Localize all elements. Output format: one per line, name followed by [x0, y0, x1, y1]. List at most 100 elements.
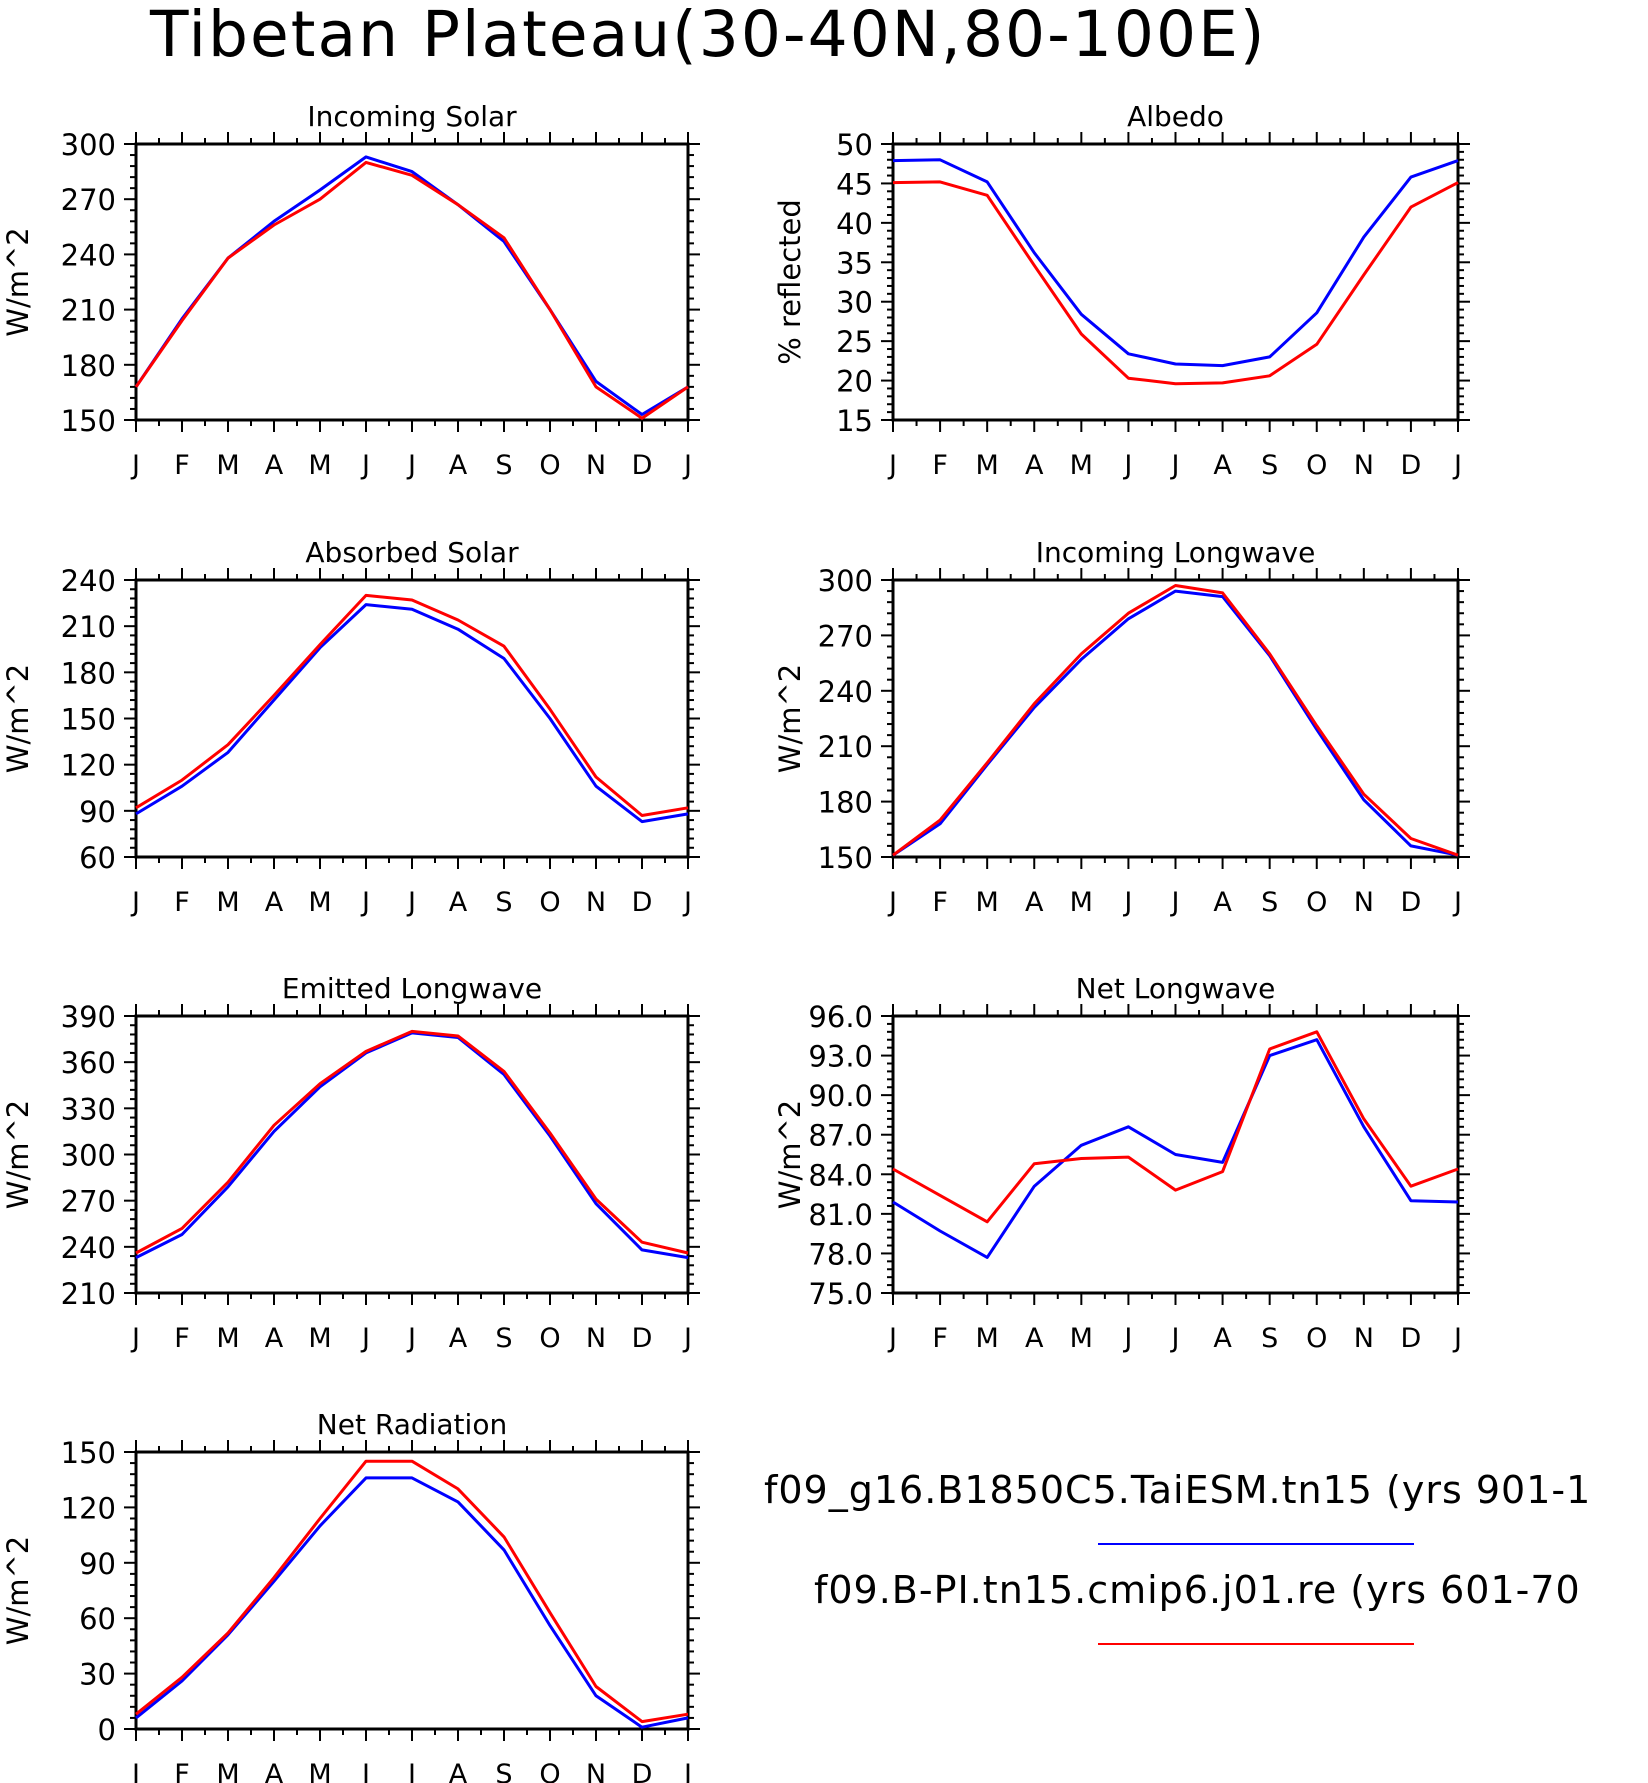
x-tick-label: M — [216, 1323, 239, 1354]
y-tick-label: 150 — [61, 1436, 116, 1470]
y-axis-label: W/m^2 — [1, 664, 35, 773]
y-tick-label: 90 — [79, 795, 116, 829]
x-tick-label: N — [586, 1323, 606, 1354]
x-tick-label: M — [216, 450, 239, 481]
x-tick-label: J — [1122, 450, 1132, 481]
y-tick-label: 150 — [61, 703, 116, 737]
x-tick-label: J — [1170, 887, 1180, 918]
y-tick-label: 96.0 — [808, 1000, 873, 1034]
y-tick-label: 87.0 — [808, 1119, 873, 1153]
y-tick-label: 240 — [61, 1231, 116, 1265]
y-tick-label: 120 — [61, 749, 116, 783]
y-tick-label: 210 — [818, 730, 873, 764]
plot-frame — [134, 142, 690, 422]
x-tick-label: J — [682, 1323, 692, 1354]
y-axis-label: % reflected — [773, 199, 807, 365]
x-tick-label: D — [1401, 1323, 1422, 1354]
x-tick-label: M — [308, 887, 331, 918]
y-tick-label: 240 — [61, 564, 116, 598]
series-line-2 — [892, 584, 1459, 857]
x-tick-label: J — [1122, 1323, 1132, 1354]
x-tick-label: N — [586, 887, 606, 918]
y-tick-label: 390 — [61, 1000, 116, 1034]
y-tick-label: 25 — [836, 325, 873, 359]
x-tick-label: O — [1306, 450, 1327, 481]
x-tick-label: O — [1306, 887, 1327, 918]
x-tick-label: A — [449, 887, 468, 918]
chart-panel-5: J F M A M J J A S O N D J210240270300330360390Emitte… — [1, 972, 700, 1354]
x-tick-label: J — [887, 450, 897, 481]
x-tick-label: M — [976, 1323, 999, 1354]
panel-title: Net Radiation — [317, 1408, 507, 1441]
series-line-2 — [135, 1459, 689, 1724]
panel-title: Emitted Longwave — [282, 972, 542, 1005]
x-tick-label: J — [130, 1759, 140, 1783]
x-tick-label: A — [449, 450, 468, 481]
chart-panel-3: J F M A M J J A S O N D J6090120150180210240Absorbed… — [1, 536, 700, 918]
x-tick-label: S — [495, 450, 512, 481]
y-tick-label: 360 — [61, 1046, 116, 1080]
x-tick-label: M — [1070, 450, 1093, 481]
series-line-2 — [892, 180, 1459, 386]
y-tick-label: 60 — [79, 841, 116, 875]
chart-panel-4: J F M A M J J A S O N D J150180210240270300Incoming … — [773, 536, 1470, 918]
y-tick-label: 35 — [836, 246, 873, 280]
y-tick-label: 300 — [818, 564, 873, 598]
x-tick-label: J — [406, 1323, 416, 1354]
legend-label-series2: f09.B-PI.tn15.cmip6.j01.re (yrs 601-70 — [814, 1568, 1581, 1612]
x-tick-label: J — [1170, 450, 1180, 481]
y-tick-label: 210 — [61, 1277, 116, 1311]
y-tick-label: 81.0 — [808, 1198, 873, 1232]
y-tick-label: 300 — [61, 1139, 116, 1173]
y-axis-label: W/m^2 — [1, 1100, 35, 1209]
x-tick-label: S — [1261, 450, 1278, 481]
legend-swatch-series2 — [1098, 1643, 1414, 1645]
plot-frame — [134, 578, 690, 859]
x-tick-label: S — [1261, 887, 1278, 918]
x-tick-label: N — [1354, 1323, 1374, 1354]
legend-label-series1: f09_g16.B1850C5.TaiESM.tn15 (yrs 901-1 — [764, 1468, 1592, 1512]
y-tick-label: 60 — [79, 1602, 116, 1636]
y-tick-label: 75.0 — [808, 1277, 873, 1311]
x-tick-label: F — [174, 1759, 190, 1783]
x-tick-label: A — [265, 887, 284, 918]
x-tick-label: A — [265, 1323, 284, 1354]
y-tick-label: 240 — [818, 675, 873, 709]
x-tick-label: S — [495, 1759, 512, 1783]
x-tick-label: M — [308, 1759, 331, 1783]
x-tick-label: O — [1306, 1323, 1327, 1354]
x-tick-label: S — [495, 887, 512, 918]
y-tick-label: 84.0 — [808, 1158, 873, 1192]
y-tick-label: 150 — [61, 404, 116, 438]
x-tick-label: J — [887, 1323, 897, 1354]
y-tick-label: 210 — [61, 610, 116, 644]
figure-title: Tibetan Plateau(30-40N,80-100E) — [150, 0, 1267, 71]
x-tick-label: A — [265, 450, 284, 481]
y-tick-label: 300 — [61, 128, 116, 162]
series-line-1 — [135, 603, 689, 824]
x-tick-label: J — [1452, 887, 1462, 918]
y-tick-label: 93.0 — [808, 1040, 873, 1074]
x-tick-label: A — [1025, 1323, 1044, 1354]
x-tick-label: M — [976, 450, 999, 481]
x-tick-label: F — [174, 887, 190, 918]
series-line-2 — [135, 593, 689, 817]
x-tick-label: D — [632, 887, 653, 918]
series-line-1 — [135, 1031, 689, 1260]
y-tick-label: 15 — [836, 404, 873, 438]
y-tick-label: 180 — [61, 656, 116, 690]
x-tick-label: J — [1170, 1323, 1180, 1354]
y-tick-label: 180 — [61, 349, 116, 383]
x-tick-label: A — [449, 1323, 468, 1354]
plot-frame — [891, 142, 1460, 422]
x-tick-label: N — [1354, 887, 1374, 918]
series-line-1 — [135, 1476, 689, 1729]
x-tick-label: A — [1213, 1323, 1232, 1354]
x-tick-label: D — [632, 1323, 653, 1354]
x-tick-label: M — [308, 1323, 331, 1354]
series-line-1 — [134, 155, 689, 416]
series-line-1 — [892, 1038, 1459, 1259]
x-tick-label: F — [174, 1323, 190, 1354]
